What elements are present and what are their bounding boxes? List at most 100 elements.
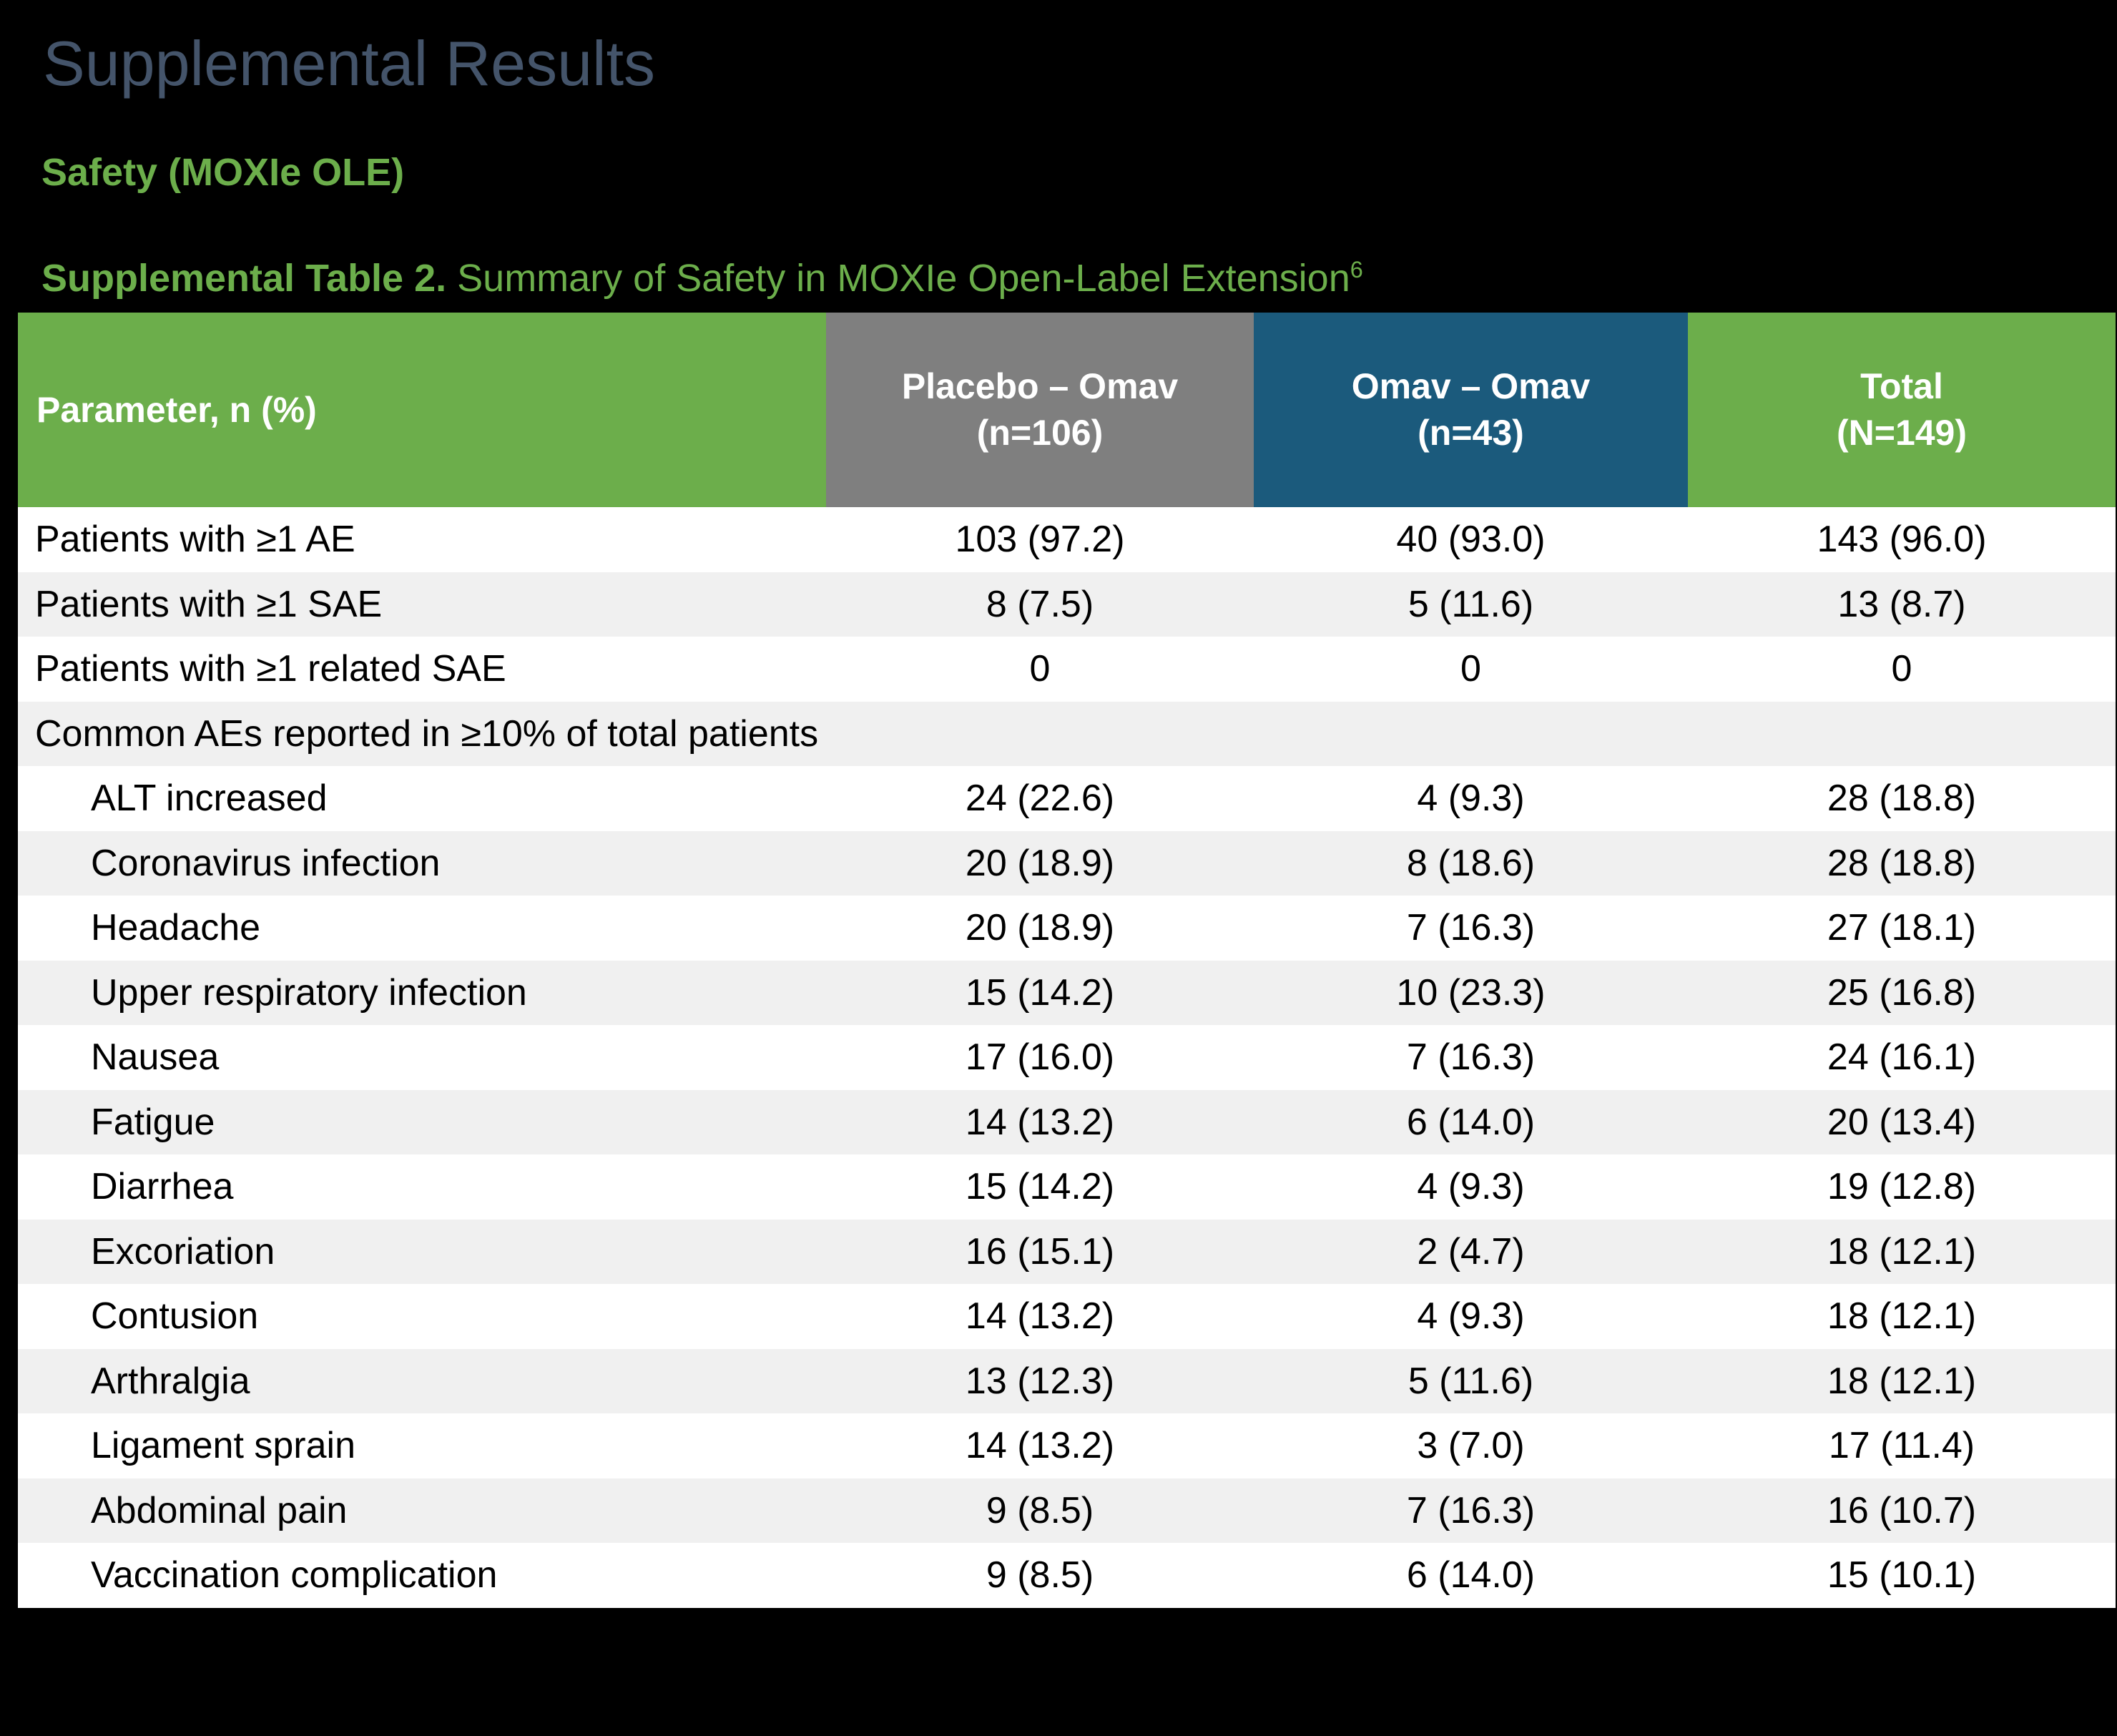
table-row: Patients with ≥1 SAE 8 (7.5) 5 (11.6) 13…	[18, 572, 2116, 637]
table-caption-text: Summary of Safety in MOXIe Open-Label Ex…	[446, 257, 1350, 300]
column-header-total-line2: (N=149)	[1836, 413, 1968, 453]
row-value-omav-omav: 4 (9.3)	[1417, 1166, 1525, 1208]
safety-table: Parameter, n (%) Placebo – Omav (n=106) …	[18, 313, 2116, 1608]
row-value-omav-omav: 3 (7.0)	[1417, 1425, 1525, 1467]
row-value-placebo-omav: 20 (18.9)	[965, 842, 1115, 884]
row-value-placebo-omav: 24 (22.6)	[965, 778, 1115, 820]
row-value-total: 28 (18.8)	[1827, 778, 1977, 820]
row-label: Coronavirus infection	[91, 842, 441, 884]
row-value-total: 24 (16.1)	[1827, 1036, 1977, 1079]
row-value-total: 15 (10.1)	[1827, 1554, 1977, 1597]
row-value-placebo-omav: 103 (97.2)	[955, 519, 1125, 561]
row-value-omav-omav: 2 (4.7)	[1417, 1230, 1525, 1272]
row-value-total: 13 (8.7)	[1837, 583, 1966, 625]
row-value-placebo-omav: 14 (13.2)	[965, 1425, 1115, 1467]
table-caption-number: Supplemental Table 2.	[41, 257, 447, 300]
table-row: Contusion 14 (13.2) 4 (9.3) 18 (12.1)	[18, 1284, 2116, 1349]
row-value-total: 18 (12.1)	[1827, 1360, 1977, 1402]
row-label: Ligament sprain	[91, 1425, 355, 1467]
row-value-placebo-omav: 14 (13.2)	[965, 1101, 1115, 1143]
column-header-omav-omav-line1: Omav – Omav	[1351, 366, 1591, 406]
row-label: Patients with ≥1 AE	[35, 519, 355, 561]
row-value-placebo-omav: 15 (14.2)	[965, 971, 1115, 1014]
row-value-omav-omav: 6 (14.0)	[1406, 1554, 1536, 1597]
table-caption-footnote-ref: 6	[1350, 257, 1363, 283]
row-value-omav-omav: 4 (9.3)	[1417, 778, 1525, 820]
table-row: ALT increased 24 (22.6) 4 (9.3) 28 (18.8…	[18, 766, 2116, 831]
row-value-total: 19 (12.8)	[1827, 1166, 1977, 1208]
column-header-placebo-omav-line1: Placebo – Omav	[901, 366, 1179, 406]
row-label: Common AEs reported in ≥10% of total pat…	[35, 712, 819, 755]
row-label: Abdominal pain	[91, 1489, 348, 1531]
row-value-total: 18 (12.1)	[1827, 1295, 1977, 1338]
row-value-omav-omav: 5 (11.6)	[1408, 1360, 1534, 1402]
column-header-omav-omav: Omav – Omav (n=43)	[1254, 313, 1688, 507]
row-value-total: 16 (10.7)	[1827, 1489, 1977, 1531]
table-body: Patients with ≥1 AE 103 (97.2) 40 (93.0)…	[18, 507, 2116, 1608]
row-value-placebo-omav: 15 (14.2)	[965, 1166, 1115, 1208]
row-label: Nausea	[91, 1036, 220, 1079]
table-row: Ligament sprain 14 (13.2) 3 (7.0) 17 (11…	[18, 1413, 2116, 1478]
table-row: Patients with ≥1 AE 103 (97.2) 40 (93.0)…	[18, 507, 2116, 572]
row-label: Headache	[91, 907, 261, 949]
row-label: Upper respiratory infection	[91, 971, 527, 1014]
row-label: Fatigue	[91, 1101, 215, 1143]
row-value-omav-omav: 8 (18.6)	[1406, 842, 1536, 884]
row-label: ALT increased	[91, 778, 328, 820]
row-value-placebo-omav: 8 (7.5)	[986, 583, 1094, 625]
row-value-placebo-omav: 20 (18.9)	[965, 907, 1115, 949]
row-value-placebo-omav: 13 (12.3)	[965, 1360, 1115, 1402]
row-label: Excoriation	[91, 1230, 275, 1272]
row-value-total: 20 (13.4)	[1827, 1101, 1977, 1143]
column-header-placebo-omav: Placebo – Omav (n=106)	[826, 313, 1254, 507]
row-label: Vaccination complication	[91, 1554, 498, 1597]
column-header-parameter-label: Parameter, n (%)	[36, 389, 317, 430]
table-row: Diarrhea 15 (14.2) 4 (9.3) 19 (12.8)	[18, 1154, 2116, 1220]
row-value-omav-omav: 7 (16.3)	[1406, 907, 1536, 949]
row-value-total: 27 (18.1)	[1827, 907, 1977, 949]
column-header-total-line1: Total	[1860, 366, 1943, 406]
column-header-parameter: Parameter, n (%)	[18, 313, 826, 507]
column-header-placebo-omav-line2: (n=106)	[976, 413, 1104, 453]
table-row: Arthralgia 13 (12.3) 5 (11.6) 18 (12.1)	[18, 1348, 2116, 1413]
row-value-placebo-omav: 0	[1029, 648, 1051, 690]
table-row: Fatigue 14 (13.2) 6 (14.0) 20 (13.4)	[18, 1089, 2116, 1154]
row-value-omav-omav: 4 (9.3)	[1417, 1295, 1525, 1338]
row-label: Patients with ≥1 related SAE	[35, 648, 506, 690]
row-value-omav-omav: 7 (16.3)	[1406, 1489, 1536, 1531]
row-value-total: 25 (16.8)	[1827, 971, 1977, 1014]
table-caption: Supplemental Table 2. Summary of Safety …	[41, 256, 1363, 300]
table-row: Upper respiratory infection 15 (14.2) 10…	[18, 960, 2116, 1025]
row-value-total: 18 (12.1)	[1827, 1230, 1977, 1272]
row-value-omav-omav: 0	[1460, 648, 1481, 690]
table-row: Headache 20 (18.9) 7 (16.3) 27 (18.1)	[18, 896, 2116, 961]
row-value-total: 17 (11.4)	[1828, 1425, 1975, 1467]
row-label: Contusion	[91, 1295, 259, 1338]
table-row: Excoriation 16 (15.1) 2 (4.7) 18 (12.1)	[18, 1219, 2116, 1284]
row-value-omav-omav: 7 (16.3)	[1406, 1036, 1536, 1079]
page-title: Supplemental Results	[43, 28, 656, 99]
column-header-total: Total (N=149)	[1688, 313, 2116, 507]
table-row: Abdominal pain 9 (8.5) 7 (16.3) 16 (10.7…	[18, 1478, 2116, 1543]
table-row: Nausea 17 (16.0) 7 (16.3) 24 (16.1)	[18, 1025, 2116, 1090]
row-value-placebo-omav: 9 (8.5)	[986, 1554, 1094, 1597]
row-label: Arthralgia	[91, 1360, 250, 1402]
row-value-total: 28 (18.8)	[1827, 842, 1977, 884]
column-header-omav-omav-line2: (n=43)	[1418, 413, 1524, 453]
row-value-placebo-omav: 17 (16.0)	[965, 1036, 1115, 1079]
row-value-placebo-omav: 9 (8.5)	[986, 1489, 1094, 1531]
row-value-omav-omav: 40 (93.0)	[1396, 519, 1546, 561]
row-label: Diarrhea	[91, 1166, 234, 1208]
row-value-placebo-omav: 16 (15.1)	[965, 1230, 1115, 1272]
table-row: Common AEs reported in ≥10% of total pat…	[18, 701, 2116, 766]
section-heading: Safety (MOXIe OLE)	[41, 151, 405, 194]
row-value-omav-omav: 6 (14.0)	[1406, 1101, 1536, 1143]
row-label: Patients with ≥1 SAE	[35, 583, 383, 625]
table-row: Coronavirus infection 20 (18.9) 8 (18.6)…	[18, 830, 2116, 896]
table-row: Patients with ≥1 related SAE 0 0 0	[18, 637, 2116, 702]
row-value-placebo-omav: 14 (13.2)	[965, 1295, 1115, 1338]
row-value-omav-omav: 5 (11.6)	[1408, 583, 1534, 625]
row-value-total: 143 (96.0)	[1817, 519, 1987, 561]
table-row: Vaccination complication 9 (8.5) 6 (14.0…	[18, 1543, 2116, 1608]
